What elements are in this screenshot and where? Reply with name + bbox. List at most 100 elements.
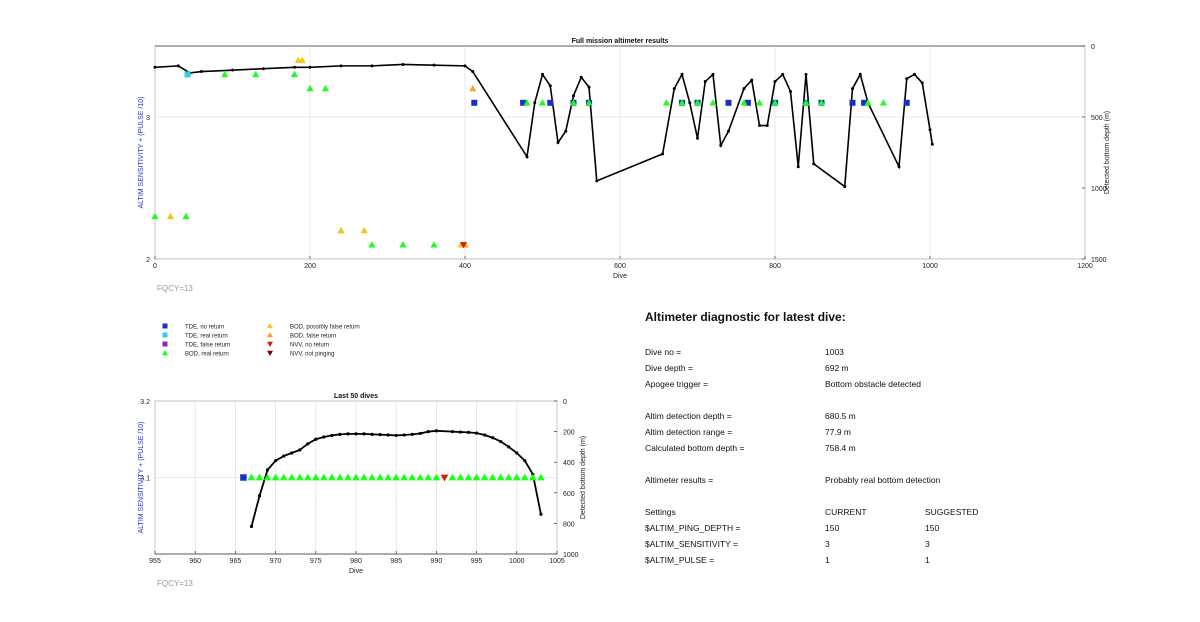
depth-point xyxy=(680,72,684,76)
bod-real-return-marker xyxy=(327,473,336,481)
bod-real-return-marker xyxy=(336,473,344,481)
depth-point xyxy=(362,432,366,436)
bod-real-return-marker xyxy=(399,241,407,248)
bod-real-return-marker xyxy=(287,473,296,481)
bod-real-return-marker xyxy=(279,473,288,481)
depth-point xyxy=(466,430,471,434)
bod-real-return-marker xyxy=(360,473,368,481)
nvv-no-return-marker xyxy=(459,242,468,249)
bod-real-return-marker xyxy=(456,473,465,481)
fqcy-label: FQCY=13 xyxy=(157,284,193,293)
bod-real-return-marker xyxy=(755,99,764,106)
tde-no-return-marker xyxy=(547,99,554,106)
diagnostic-suggested-value: 1 xyxy=(925,555,930,565)
legend-marker xyxy=(162,332,168,338)
legend-label: BOD, possibly false return xyxy=(290,325,360,331)
x-axis-label: Dive xyxy=(349,568,363,575)
tde-no-return-marker xyxy=(861,99,868,106)
x-tick-label: 995 xyxy=(471,558,483,565)
chart-title: Full mission altimeter results xyxy=(572,38,669,45)
legend-label: BOD, real return xyxy=(185,352,229,358)
y2-tick-label: 1500 xyxy=(1091,257,1107,264)
depth-point xyxy=(507,445,511,449)
y2-tick-label: 500 xyxy=(1091,115,1103,122)
depth-point xyxy=(548,84,552,88)
bod-possibly-false-return-marker xyxy=(166,212,175,220)
x-tick-label: 400 xyxy=(459,263,471,270)
depth-point xyxy=(432,63,436,67)
depth-point xyxy=(265,468,270,472)
x-axis-label: Dive xyxy=(613,273,627,280)
depth-point xyxy=(843,185,847,189)
depth-point xyxy=(306,442,310,446)
depth-point xyxy=(418,431,422,436)
depth-point xyxy=(176,64,180,68)
depth-point xyxy=(773,80,777,83)
y-axis-label: ALTIM SENSITIVITY + (PULSE /10) xyxy=(138,422,145,534)
depth-point xyxy=(672,87,676,91)
bod-real-return-marker xyxy=(392,473,401,481)
bod-real-return-marker xyxy=(376,473,385,481)
chart-title: Last 50 dives xyxy=(334,393,378,400)
bod-false-return-marker xyxy=(469,85,477,92)
depth-point xyxy=(539,512,543,516)
x-tick-label: 985 xyxy=(390,558,402,565)
bod-real-return-marker xyxy=(585,99,593,106)
depth-point xyxy=(330,433,334,438)
x-tick-label: 965 xyxy=(230,558,242,565)
y-tick-label: 3.1 xyxy=(140,476,150,483)
bod-real-return-marker xyxy=(319,473,328,481)
bod-real-return-marker xyxy=(271,473,280,481)
bod-real-return-marker xyxy=(864,99,872,106)
diagnostic-value: Probably real bottom detection xyxy=(825,475,941,485)
depth-point xyxy=(661,152,665,156)
x-tick-label: 975 xyxy=(310,558,322,565)
diagnostic-value: 758.4 m xyxy=(825,443,856,453)
diagnostic-label: Dive depth = xyxy=(645,363,693,373)
y2-tick-label: 1000 xyxy=(1091,186,1107,193)
legend-label: TDE, false return xyxy=(185,343,230,349)
y2-axis-label: Detected bottom depth (m) xyxy=(1104,111,1111,194)
y2-tick-label: 0 xyxy=(1091,44,1095,51)
diagnostic-label: Calculated bottom depth = xyxy=(645,443,745,453)
x-tick-label: 1000 xyxy=(509,558,525,565)
bod-real-return-marker xyxy=(303,473,312,481)
diagnostic-value: 1003 xyxy=(825,347,844,357)
diagnostic-value: CURRENT xyxy=(825,507,867,517)
bod-real-return-marker xyxy=(247,473,256,481)
tde-no-return-marker xyxy=(744,99,751,106)
bod-real-return-marker xyxy=(538,99,547,106)
diagnostic-label: Altim detection depth = xyxy=(645,411,732,421)
bod-real-return-marker xyxy=(182,212,190,220)
depth-point xyxy=(339,64,343,68)
diagnostic-title: Altimeter diagnostic for latest dive: xyxy=(645,310,846,324)
x-tick-label: 1005 xyxy=(549,558,565,565)
depth-point xyxy=(688,101,692,105)
diagnostic-panel: Altimeter diagnostic for latest dive: Di… xyxy=(645,310,1165,565)
depth-point xyxy=(257,494,262,498)
x-tick-label: 600 xyxy=(614,263,626,270)
y-tick-label: 3.2 xyxy=(140,399,150,406)
depth-point xyxy=(231,68,234,72)
y2-tick-label: 200 xyxy=(563,430,575,437)
bod-real-return-marker xyxy=(151,212,159,220)
depth-point xyxy=(587,85,591,89)
bod-possibly-false-return-marker xyxy=(337,227,345,234)
bod-real-return-marker xyxy=(221,70,229,78)
bod-real-return-marker xyxy=(352,473,360,481)
bod-real-return-marker xyxy=(802,99,810,106)
depth-point xyxy=(515,451,519,455)
bod-real-return-marker xyxy=(255,473,264,481)
bod-real-return-marker xyxy=(424,473,433,481)
depth-point xyxy=(262,67,265,71)
depth-point xyxy=(282,454,286,458)
bod-real-return-marker xyxy=(263,473,272,481)
depth-point xyxy=(200,70,203,74)
diagnostic-label: Dive no = xyxy=(645,347,682,357)
bod-real-return-marker xyxy=(879,99,888,106)
x-tick-label: 980 xyxy=(350,558,362,565)
depth-point xyxy=(920,81,924,85)
depth-point xyxy=(796,165,800,169)
y2-tick-label: 0 xyxy=(563,399,567,406)
